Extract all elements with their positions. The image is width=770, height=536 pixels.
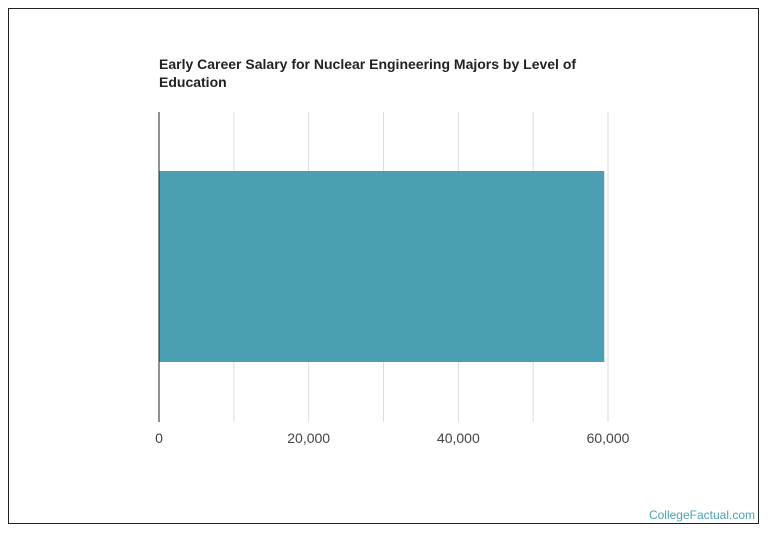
x-tick-label: 0 [155, 430, 163, 446]
tick-layer: 0 20,000 40,000 60,000 [155, 430, 630, 446]
watermark-link[interactable]: CollegeFactual.com [648, 508, 755, 522]
bar[interactable] [159, 171, 605, 362]
x-tick-label: 40,000 [437, 430, 480, 446]
x-tick-label: 60,000 [587, 430, 630, 446]
chart-title: Early Career Salary for Nuclear Engineer… [159, 56, 577, 90]
bar-layer [159, 171, 605, 362]
x-tick-label: 20,000 [287, 430, 330, 446]
